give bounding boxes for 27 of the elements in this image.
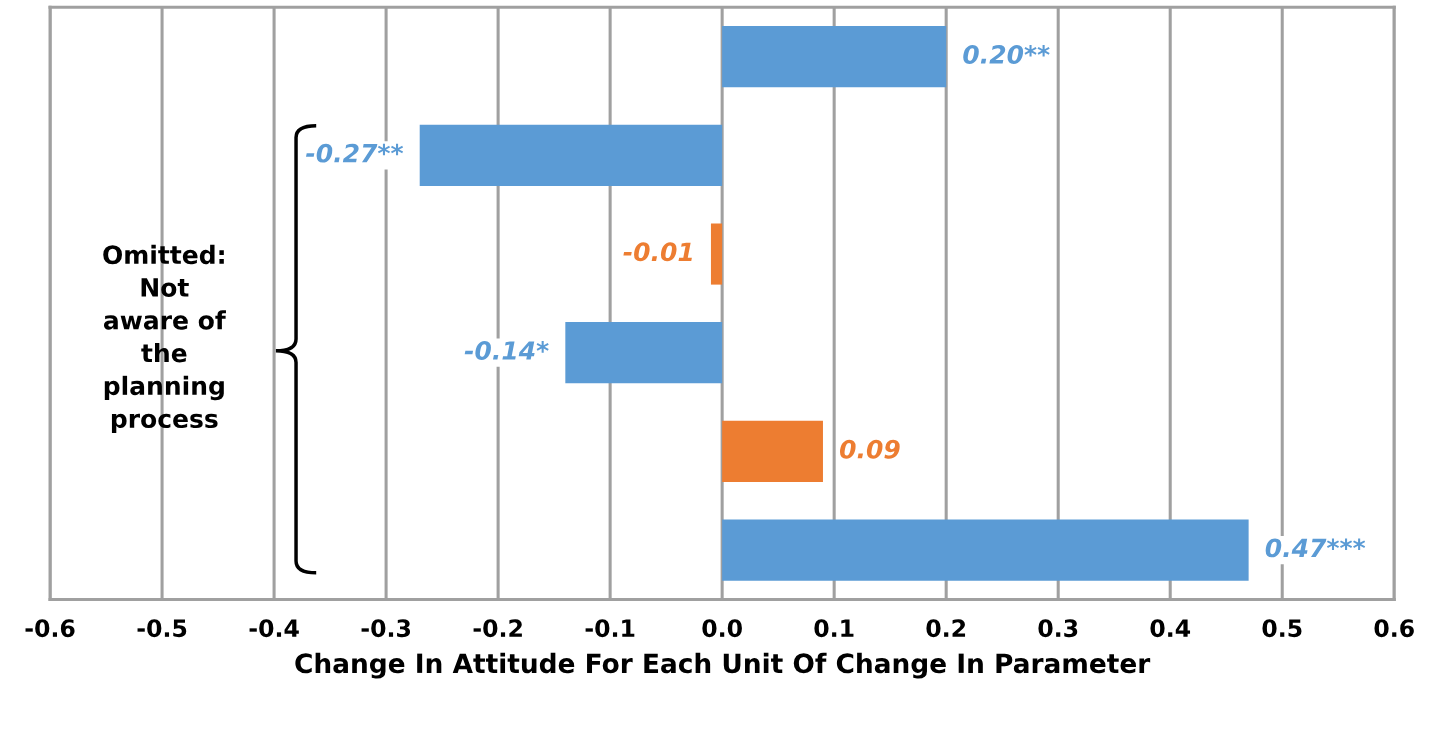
data-label: -0.01 xyxy=(623,242,692,262)
annotation: Omitted: Not aware of the planning process xyxy=(103,244,226,433)
x-tick-label: 0.0 xyxy=(702,619,742,638)
data-label: 0.47*** xyxy=(1265,538,1366,558)
x-tick-label: 0.4 xyxy=(1150,619,1191,638)
bar xyxy=(722,26,947,88)
x-tick-label: -0.3 xyxy=(361,619,411,638)
data-label: 0.09 xyxy=(840,439,900,459)
bar xyxy=(710,223,723,285)
x-tick-label: -0.2 xyxy=(473,619,522,638)
x-tick-label: 0.2 xyxy=(926,619,966,638)
bar xyxy=(565,322,723,384)
x-tick-label: 0.3 xyxy=(1038,619,1078,638)
x-tick-label: -0.6 xyxy=(25,619,75,638)
data-label: 0.20** xyxy=(963,45,1050,64)
data-label: -0.27** xyxy=(305,143,404,163)
x-tick-label: -0.4 xyxy=(249,619,299,638)
x-tick-label: 0.1 xyxy=(814,619,854,638)
bar xyxy=(722,519,1249,581)
bar xyxy=(419,124,723,186)
x-tick-label: 0.6 xyxy=(1374,619,1414,638)
bar xyxy=(722,420,823,482)
data-label: -0.14* xyxy=(464,341,549,360)
x-tick-label: -0.5 xyxy=(137,619,187,638)
x-tick-label: -0.1 xyxy=(585,619,635,638)
x-axis-title: Change In Attitude For Each Unit Of Change In Parameter xyxy=(295,652,1151,679)
x-tick-label: 0.5 xyxy=(1262,619,1302,638)
